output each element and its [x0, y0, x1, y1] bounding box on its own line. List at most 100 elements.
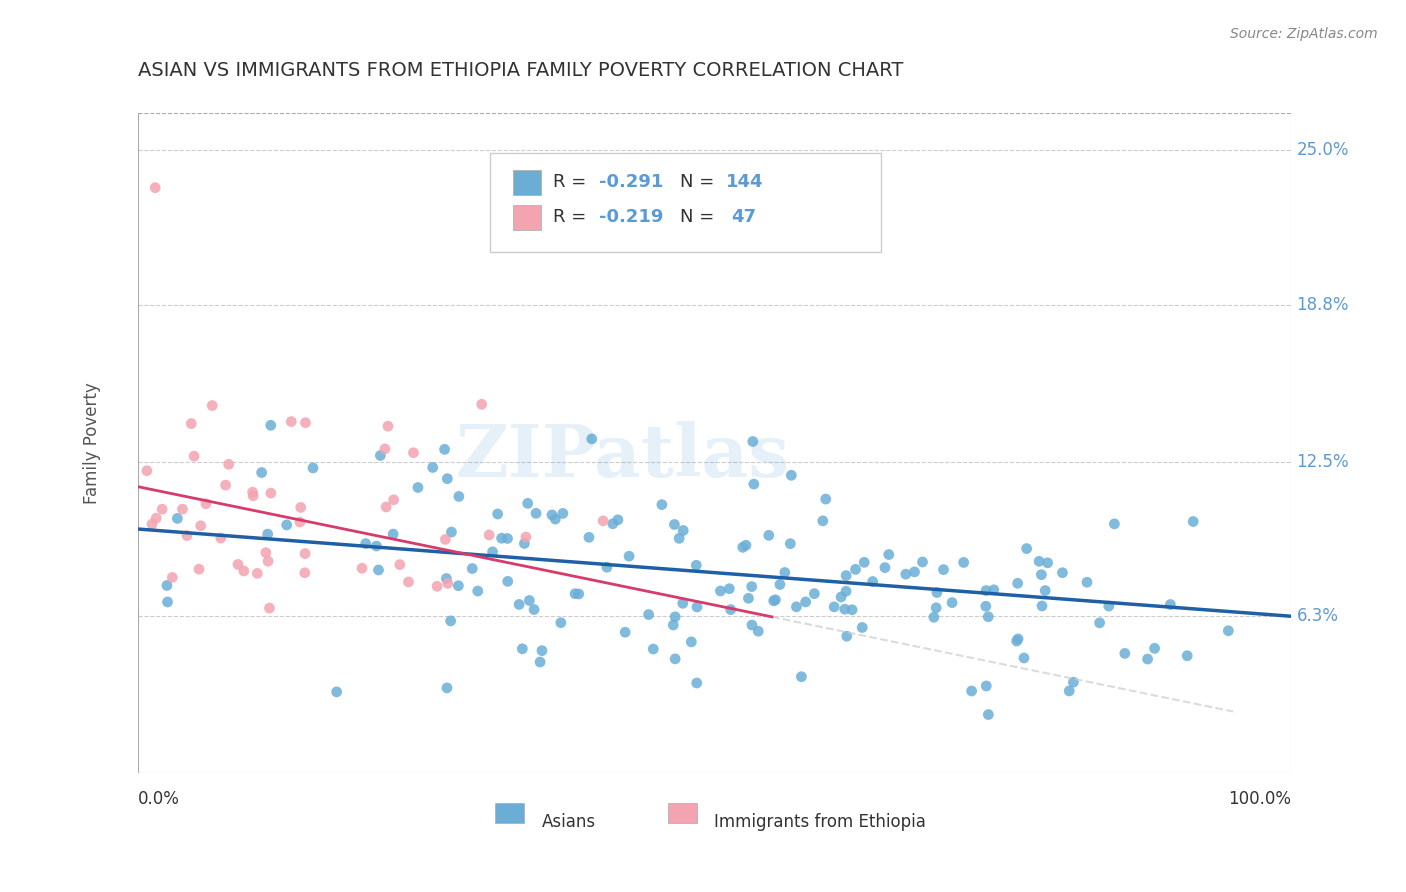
Asians	[367, 563, 389, 577]
Asians	[925, 600, 948, 615]
Asians	[1076, 575, 1098, 590]
Asians	[718, 582, 741, 596]
FancyBboxPatch shape	[495, 803, 524, 822]
Asians	[513, 536, 536, 550]
Asians	[685, 558, 707, 573]
Text: N =: N =	[679, 173, 720, 191]
Asians	[672, 524, 695, 538]
Asians	[1182, 515, 1205, 529]
Asians	[737, 591, 759, 606]
Asians	[773, 566, 796, 580]
Text: Source: ZipAtlas.com: Source: ZipAtlas.com	[1230, 27, 1378, 41]
Asians	[830, 590, 852, 604]
Asians	[1143, 641, 1166, 656]
Text: -0.219: -0.219	[599, 208, 664, 227]
Text: 0.0%: 0.0%	[138, 789, 180, 807]
Text: N =: N =	[679, 208, 720, 227]
Asians	[844, 562, 866, 576]
Asians	[467, 584, 489, 599]
Asians	[1005, 634, 1028, 648]
Immigrants from Ethiopia	[209, 531, 232, 545]
Asians	[564, 587, 586, 601]
Asians	[664, 652, 686, 666]
Asians	[983, 582, 1005, 597]
Immigrants from Ethiopia	[288, 515, 311, 529]
Immigrants from Ethiopia	[232, 564, 254, 578]
Immigrants from Ethiopia	[478, 528, 501, 542]
Asians	[686, 599, 709, 614]
Asians	[1028, 554, 1050, 568]
Asians	[974, 679, 997, 693]
Asians	[486, 507, 509, 521]
Asians	[422, 460, 444, 475]
Asians	[156, 578, 179, 592]
Asians	[447, 490, 470, 504]
Asians	[779, 537, 801, 551]
Asians	[811, 514, 834, 528]
Immigrants from Ethiopia	[374, 442, 396, 456]
Immigrants from Ethiopia	[135, 464, 157, 478]
Asians	[617, 549, 640, 564]
Immigrants from Ethiopia	[375, 500, 398, 514]
Asians	[769, 577, 792, 591]
Immigrants from Ethiopia	[515, 530, 537, 544]
Asians	[406, 481, 429, 495]
Asians	[911, 555, 934, 569]
Asians	[496, 532, 519, 546]
Asians	[581, 432, 603, 446]
Asians	[780, 468, 803, 483]
Asians	[941, 596, 963, 610]
Asians	[952, 556, 974, 570]
FancyBboxPatch shape	[489, 153, 882, 252]
Text: 12.5%: 12.5%	[1296, 453, 1350, 471]
Asians	[1062, 675, 1084, 690]
Asians	[1218, 624, 1240, 638]
Immigrants from Ethiopia	[188, 562, 211, 576]
Text: Asians: Asians	[541, 813, 596, 830]
Asians	[512, 641, 534, 656]
FancyBboxPatch shape	[513, 170, 541, 195]
Immigrants from Ethiopia	[398, 574, 420, 589]
Asians	[366, 539, 388, 553]
FancyBboxPatch shape	[513, 205, 541, 230]
Immigrants from Ethiopia	[260, 486, 283, 500]
FancyBboxPatch shape	[668, 803, 697, 822]
Asians	[873, 560, 896, 574]
Asians	[709, 584, 731, 599]
Asians	[790, 670, 813, 684]
Immigrants from Ethiopia	[294, 416, 316, 430]
Asians	[516, 496, 538, 510]
Asians	[1031, 599, 1053, 613]
Text: R =: R =	[553, 173, 592, 191]
Immigrants from Ethiopia	[592, 514, 614, 528]
Asians	[664, 517, 686, 532]
Asians	[823, 599, 845, 614]
Asians	[765, 592, 787, 607]
Asians	[166, 511, 188, 525]
Text: 6.3%: 6.3%	[1296, 607, 1339, 625]
Asians	[747, 624, 769, 639]
Asians	[922, 610, 945, 624]
Asians	[447, 579, 470, 593]
Immigrants from Ethiopia	[280, 415, 302, 429]
Asians	[851, 620, 873, 634]
Asians	[551, 507, 574, 521]
Asians	[491, 531, 513, 545]
Asians	[835, 568, 858, 582]
Asians	[550, 615, 572, 630]
Asians	[960, 684, 983, 698]
Text: 25.0%: 25.0%	[1296, 141, 1348, 160]
Asians	[436, 472, 458, 486]
Immigrants from Ethiopia	[259, 601, 281, 615]
Asians	[302, 461, 325, 475]
Asians	[741, 434, 763, 449]
Asians	[1136, 652, 1159, 666]
Asians	[741, 580, 763, 594]
Immigrants from Ethiopia	[194, 497, 217, 511]
Asians	[508, 598, 530, 612]
Asians	[436, 681, 458, 695]
Immigrants from Ethiopia	[377, 419, 399, 434]
Immigrants from Ethiopia	[176, 528, 198, 542]
Asians	[541, 508, 564, 522]
Asians	[1114, 647, 1136, 661]
